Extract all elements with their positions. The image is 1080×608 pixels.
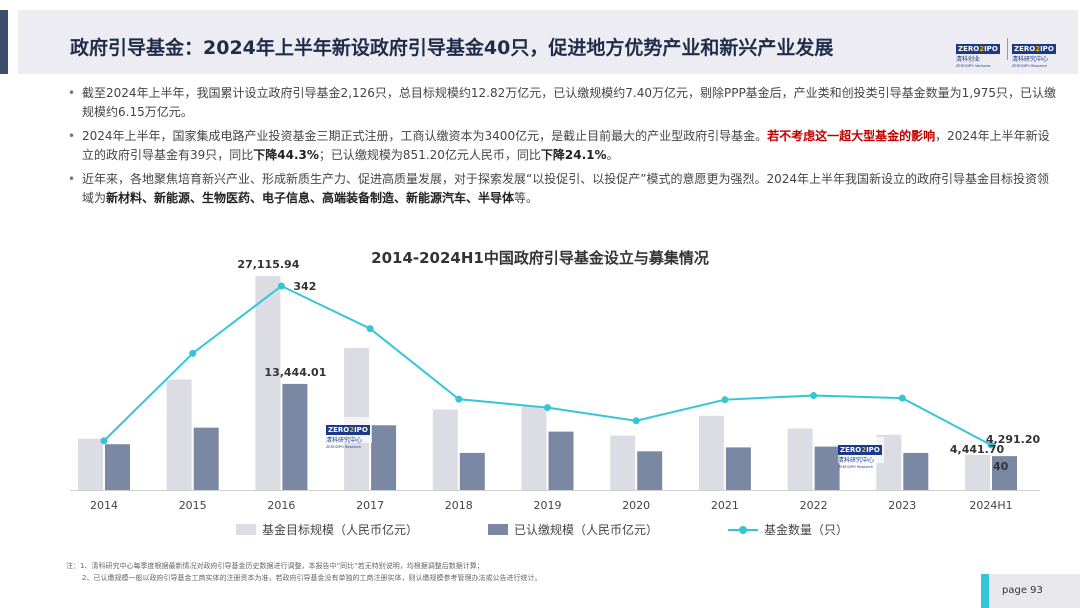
data-label: 13,444.01 [264, 366, 326, 379]
footnotes: 注：1、清科研究中心每季度根据最新情况对政府引导基金历史数据进行调整，本报告中“… [66, 560, 541, 584]
bar-target-size [78, 438, 103, 490]
legend-swatch [236, 524, 256, 535]
point-fund-count [544, 404, 551, 412]
point-fund-count [898, 394, 906, 402]
summary-bullets: • 截至2024年上半年，我国累计设立政府引导基金2,126只，总目标规模约12… [68, 84, 1058, 213]
legend-item-fund-count: 基金数量（只） [728, 521, 848, 538]
series-line-fund-count [103, 284, 992, 446]
bar-target-size [610, 435, 636, 490]
data-label: 4,291.20 [986, 433, 1041, 446]
point-fund-count [987, 441, 995, 449]
point-fund-count [721, 396, 729, 404]
point-fund-count [455, 395, 463, 403]
bar-target-size [965, 454, 990, 490]
point-fund-count [277, 282, 285, 290]
page-title: 政府引导基金：2024年上半年新设政府引导基金40只，促进地方优势产业和新兴产业… [70, 37, 834, 59]
x-tick-label: 2014 [90, 499, 118, 512]
bullet-1: • 截至2024年上半年，我国累计设立政府引导基金2,126只，总目标规模约12… [68, 86, 1057, 119]
bar-target-size [255, 276, 281, 490]
bar-subscribed-size [371, 425, 397, 490]
bar-target-size [166, 379, 192, 490]
bullet-2: • 2024年上半年，国家集成电路产业投资基金三期正式注册，工商认缴资本为340… [68, 129, 1050, 162]
x-tick-label: 2016 [267, 499, 295, 512]
data-label: 342 [293, 280, 316, 293]
data-label: 27,115.94 [237, 258, 299, 271]
legend-item-subscribed: 已认缴规模（人民币亿元） [488, 521, 658, 538]
bar-target-size [698, 415, 724, 490]
bar-subscribed-size [992, 456, 1017, 490]
page-number: page 93 [1002, 585, 1043, 596]
x-tick-label: 2023 [888, 499, 916, 512]
x-tick-label: 2024H1 [969, 499, 1012, 512]
bar-target-size [787, 428, 813, 490]
page-band [989, 574, 1080, 608]
zero2ipo-watermark-2: ZERO2IPO 清科研究中心 ZERO2IPO Research [838, 437, 884, 469]
bar-subscribed-size [637, 451, 663, 490]
bullet-dot: • [68, 129, 76, 143]
bar-subscribed-size [105, 444, 130, 490]
bar-subscribed-size [282, 383, 308, 490]
chart-title: 2014-2024H1中国政府引导基金设立与募集情况 [371, 249, 709, 267]
bar-subscribed-size [548, 431, 574, 490]
bullet-dot: • [68, 172, 76, 186]
bullet-dot: • [68, 86, 76, 100]
legend-item-target-size: 基金目标规模（人民币亿元） [236, 521, 418, 538]
bar-subscribed-size [725, 447, 751, 490]
bullet-3: • 近年来，各地聚焦培育新兴产业、形成新质生产力、促进高质量发展，对于探索发展“… [68, 172, 1049, 205]
point-fund-count [632, 417, 640, 425]
footnote-1: 注：1、清科研究中心每季度根据最新情况对政府引导基金历史数据进行调整，本报告中“… [66, 562, 484, 570]
bar-subscribed-size [459, 452, 485, 490]
highlight-text: 若不考虑这一超大型基金的影响 [767, 129, 936, 143]
bar-subscribed-size [193, 427, 219, 490]
x-tick-label: 2019 [534, 499, 562, 512]
bar-subscribed-size [814, 446, 840, 490]
data-label: 40 [993, 460, 1009, 473]
point-fund-count [189, 349, 197, 357]
logo-divider [1007, 38, 1008, 60]
legend-swatch [488, 524, 509, 535]
x-tick-label: 2021 [711, 499, 739, 512]
bar-target-size [432, 409, 458, 490]
title-accent-bar [0, 10, 8, 74]
zero2ipo-research-logo: ZERO2IPO 清科研究中心 ZERO2IPO Research [1012, 44, 1056, 68]
page-accent-bar [981, 574, 989, 608]
x-tick-label: 2015 [179, 499, 207, 512]
point-fund-count [366, 325, 374, 333]
data-label: 4,441.70 [950, 443, 1005, 456]
x-tick-label: 2022 [800, 499, 828, 512]
chart-legend: 基金目标规模（人民币亿元） 已认缴规模（人民币亿元） 基金数量（只） [236, 521, 918, 538]
legend-line-swatch [728, 525, 759, 534]
x-tick-label: 2017 [356, 499, 384, 512]
x-tick-label: 2018 [445, 499, 473, 512]
bar-subscribed-size [903, 452, 929, 490]
bar-target-size [521, 406, 547, 490]
title-band [18, 10, 1078, 74]
zero2ipo-watermark-1: ZERO2IPO 清科研究中心 ZERO2IPO Research [326, 417, 372, 449]
zero2ipo-ventures-logo: ZERO2IPO 清科创业 ZERO2IPO Ventures [956, 44, 1000, 68]
footnote-2: 2、已认缴规模一般以政府引导基金工商实体的注册资本为准，若政府引导基金没有单独的… [82, 574, 542, 582]
point-fund-count [810, 391, 818, 399]
x-tick-label: 2020 [622, 499, 650, 512]
point-fund-count [100, 437, 108, 445]
